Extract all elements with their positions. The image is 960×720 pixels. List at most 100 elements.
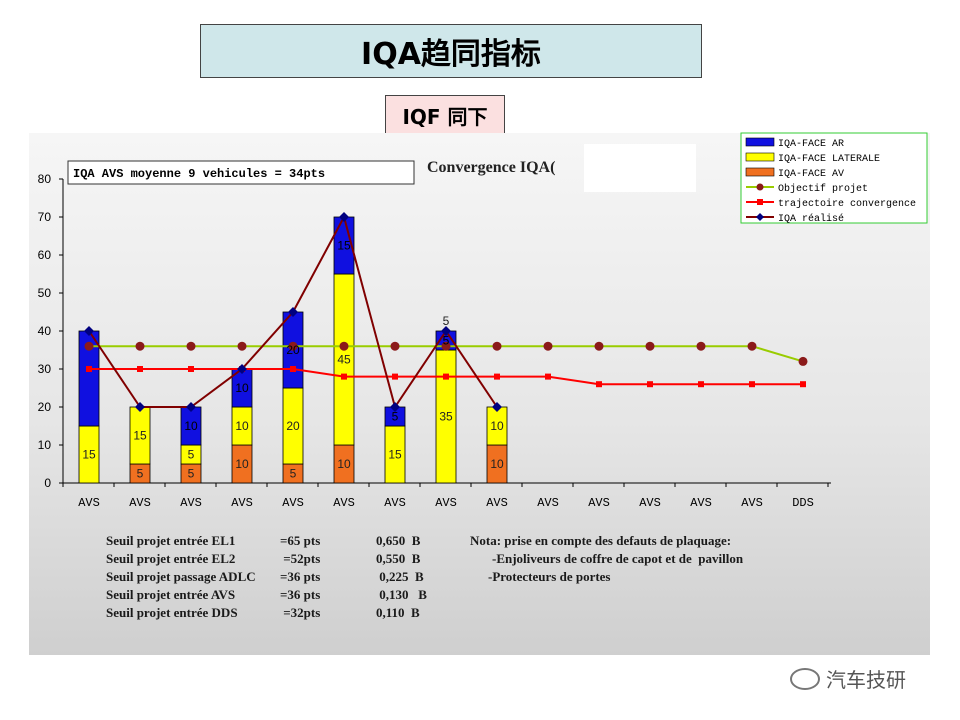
x-tick-label: AVS [588,496,610,510]
point-marker [800,381,806,388]
bar-label: 20 [286,343,300,357]
point-marker [288,341,298,351]
bar-label: 10 [235,457,249,471]
point-marker [645,341,655,351]
threshold-ratio: 0,650 B [376,533,421,548]
y-tick-label: 30 [38,362,52,376]
threshold-ratio: 0,550 B [376,551,421,566]
threshold-ratio: 0,130 B [376,587,427,602]
x-tick-label: AVS [129,496,151,510]
title-mask [584,144,696,192]
x-tick-label: DDS [792,496,814,510]
thresholds-block: Seuil projet entrée EL1 =65 pts 0,650 B Seu… [106,532,427,622]
legend-swatch [745,167,775,177]
x-tick-label: AVS [639,496,661,510]
point-marker [135,402,145,412]
legend-label: IQA-FACE AV [778,169,844,180]
threshold-ratio: 0,225 B [376,569,424,584]
threshold-value: =32pts [280,605,321,620]
bar-label: 5 [290,467,297,481]
info-box-text: IQA AVS moyenne 9 vehicules = 34pts [73,167,325,181]
bar-label: 15 [133,429,147,443]
threshold-row: Seuil projet entrée AVS =36 pts 0,130 B [106,586,427,604]
point-marker [749,381,755,388]
x-tick-label: AVS [384,496,406,510]
threshold-label: Seuil projet entrée EL1 [106,533,236,548]
threshold-row: Seuil projet entrée EL1 =65 pts 0,650 B [106,532,427,550]
legend-marker [756,183,764,191]
bar-label: 5 [443,334,450,348]
threshold-value: =36 pts [280,587,321,602]
x-tick-label: AVS [231,496,253,510]
x-tick-label: AVS [690,496,712,510]
bar-label: 45 [337,353,351,367]
point-marker [288,307,298,317]
x-tick-label: AVS [180,496,202,510]
nota-block: Nota: prise en compte des defauts de pla… [470,532,743,586]
y-tick-label: 20 [38,400,52,414]
watermark: 汽车技研 [790,664,906,693]
point-marker [86,366,92,372]
point-marker [290,366,296,372]
chart-title: Convergence IQA( [427,159,555,176]
legend-swatch [745,152,775,162]
bar-label: 10 [490,419,504,433]
threshold-label: Seuil projet entrée DDS [106,605,238,620]
point-marker [441,326,451,336]
wechat-icon [790,667,820,690]
point-marker [543,341,553,351]
legend-marker [757,199,763,205]
point-marker [186,402,196,412]
bar-label: 20 [286,419,300,433]
page-title: IQA趋同指标 [200,24,702,78]
bar-label: 10 [337,457,351,471]
bar-label: 5 [392,410,399,424]
point-marker [696,341,706,351]
bar-label: 10 [235,419,249,433]
bar-label: 35 [439,410,453,424]
bar-label: 15 [337,239,351,253]
point-marker [594,341,604,351]
x-tick-label: AVS [435,496,457,510]
legend-label: Objectif projet [778,183,868,195]
point-marker [494,373,500,380]
legend-label: trajectoire convergence [778,198,916,210]
nota-line: -Protecteurs de portes [488,569,611,584]
threshold-row: Seuil projet entrée DDS =32pts 0,110 B [106,604,427,622]
point-marker [237,364,247,374]
bar-label: 10 [184,419,198,433]
legend-label: IQA-FACE LATERALE [778,154,880,165]
point-marker [596,381,602,388]
point-marker [135,341,145,351]
point-marker [392,373,398,380]
bar-label: 5 [137,467,144,481]
point-marker [237,341,247,351]
bar-label: 10 [235,381,249,395]
threshold-value: =65 pts [280,533,321,548]
bar-label: 5 [188,448,195,462]
legend-marker [756,213,764,221]
point-marker [545,373,551,380]
bar-label: 15 [82,448,96,462]
threshold-label: Seuil projet entrée AVS [106,587,236,602]
point-marker [798,356,808,366]
point-marker [84,326,94,336]
y-tick-label: 70 [38,210,52,224]
threshold-label: Seuil projet entrée EL2 [106,551,236,566]
point-marker [186,341,196,351]
point-marker [647,381,653,388]
point-marker [747,341,757,351]
bar-label: 5 [188,467,195,481]
legend-label: IQA réalisé [778,213,844,225]
nota-line: Nota: prise en compte des defauts de pla… [470,533,732,548]
x-tick-label: AVS [537,496,559,510]
point-marker [698,381,704,388]
point-marker [492,402,502,412]
point-marker [188,366,194,372]
threshold-ratio: 0,110 B [376,605,420,620]
y-tick-label: 60 [38,248,52,262]
y-tick-label: 40 [38,324,52,338]
point-marker [84,341,94,351]
threshold-row: Seuil projet passage ADLC =36 pts 0,225 B [106,568,427,586]
point-marker [341,373,347,380]
